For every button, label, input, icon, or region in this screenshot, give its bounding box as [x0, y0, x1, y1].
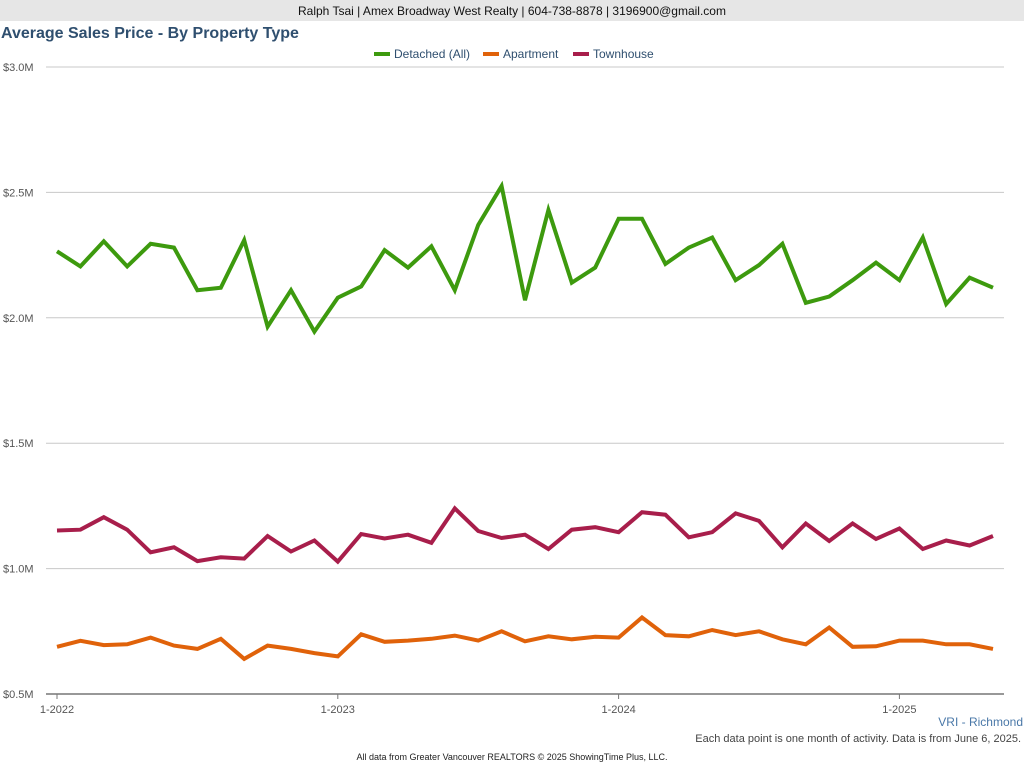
grid-layer: [46, 66, 1004, 570]
y-tick-label: $1.5M: [3, 438, 34, 450]
x-tick-label: 1-2023: [321, 704, 355, 716]
region-label: VRI - Richmond: [938, 715, 1023, 729]
y-tick-label: $3.0M: [3, 62, 34, 74]
legend-label: Detached (All): [394, 47, 470, 61]
footer-credit: All data from Greater Vancouver REALTORS…: [356, 752, 668, 762]
contact-header: Ralph Tsai | Amex Broadway West Realty |…: [0, 0, 1024, 21]
x-tick-label: 1-2024: [601, 704, 635, 716]
legend: Detached (All) Apartment Townhouse: [374, 47, 654, 61]
series-line-townhouse: [56, 505, 994, 565]
y-tick-label: $1.0M: [3, 564, 34, 576]
legend-label: Townhouse: [593, 47, 654, 61]
legend-label: Apartment: [503, 47, 559, 61]
data-note: Each data point is one month of activity…: [695, 733, 1021, 745]
y-tick-label: $0.5M: [3, 689, 34, 701]
x-tick-label: 1-2022: [40, 704, 74, 716]
y-tick-label: $2.0M: [3, 313, 34, 325]
series-layer: [55, 180, 994, 662]
x-tick-label: 1-2025: [882, 704, 916, 716]
y-tick-label: $2.5M: [3, 187, 34, 199]
chart-title: Average Sales Price - By Property Type: [1, 25, 299, 42]
series-line-detached-all: [55, 180, 994, 336]
axis-layer: $0.5M $1.0M $1.5M $2.0M $2.5M $3.0M 1-2022 1-20…: [3, 62, 1004, 716]
series-line-apartment: [56, 614, 994, 662]
